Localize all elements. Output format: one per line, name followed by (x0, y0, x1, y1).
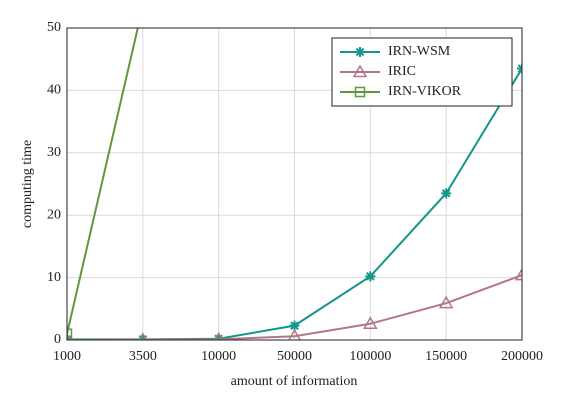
marker (288, 328, 301, 340)
legend: IRN-WSM IRIC IRN-VIKOR (331, 37, 513, 107)
x-tick-label: 3500 (129, 349, 157, 364)
y-axis-label: computing time (20, 140, 35, 228)
marker (138, 332, 148, 340)
marker (365, 271, 376, 282)
marker (289, 320, 300, 331)
marker (214, 331, 224, 340)
x-tick-label: 100000 (349, 349, 391, 364)
y-tick-label: 20 (47, 207, 61, 222)
marker (514, 267, 522, 281)
marker (355, 47, 365, 57)
y-tick-label: 40 (47, 83, 61, 98)
marker (352, 64, 368, 78)
x-tick-label: 200000 (501, 349, 543, 364)
marker (441, 188, 452, 199)
y-tick-label: 30 (47, 145, 61, 160)
marker (438, 295, 454, 309)
marker (354, 86, 366, 98)
marker (67, 328, 73, 340)
x-axis-label: amount of information (231, 374, 358, 389)
marker (67, 332, 72, 340)
y-tick-label: 0 (54, 332, 61, 347)
marker (363, 316, 378, 330)
legend-label: IRN-WSM (388, 44, 451, 59)
x-tick-label: 50000 (277, 349, 312, 364)
x-tick-label: 1000 (53, 349, 81, 364)
x-tick-label: 10000 (201, 349, 236, 364)
y-tick-label: 10 (47, 270, 61, 285)
legend-label: IRN-VIKOR (388, 84, 462, 99)
y-tick-label: 50 (47, 20, 61, 35)
plot-frame (66, 27, 523, 341)
x-tick-label: 150000 (425, 349, 467, 364)
series-line (67, 28, 139, 334)
legend-label: IRIC (388, 64, 416, 79)
marker (138, 2, 147, 11)
